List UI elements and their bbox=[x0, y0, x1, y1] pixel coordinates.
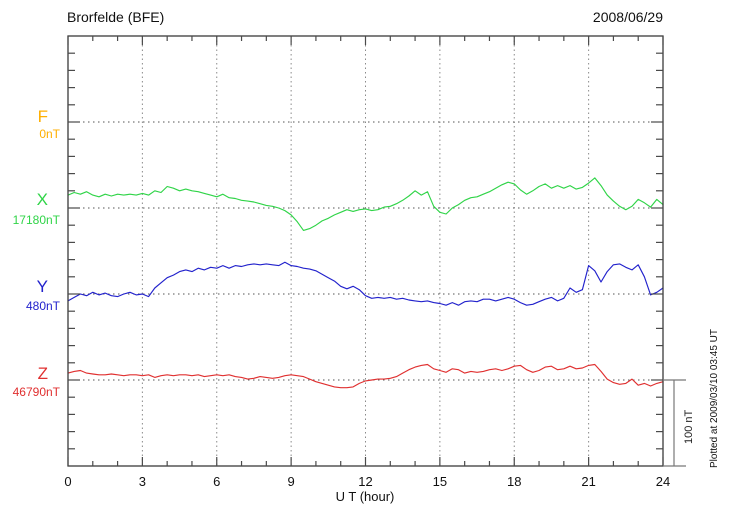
x-tick-label: 12 bbox=[358, 474, 373, 489]
legend-x-baseline-value: 17180nT bbox=[12, 213, 60, 227]
scale-bar-label: 100 nT bbox=[683, 409, 695, 444]
x-axis-title: U T (hour) bbox=[335, 489, 395, 504]
x-tick-label: 9 bbox=[287, 474, 295, 489]
x-tick-label: 15 bbox=[432, 474, 448, 489]
legend-y-label: Y bbox=[36, 277, 48, 296]
legend-f-baseline-value: 0nT bbox=[39, 127, 60, 141]
date-label: 2008/06/29 bbox=[592, 9, 663, 25]
x-tick-label: 18 bbox=[507, 474, 522, 489]
legend-x-label: X bbox=[36, 190, 48, 209]
legend-f-label: F bbox=[37, 107, 48, 126]
x-tick-label: 3 bbox=[138, 474, 146, 489]
x-tick-label: 24 bbox=[655, 474, 671, 489]
plotted-at-note: Plotted at 2009/03/10 03:45 UT bbox=[709, 329, 720, 468]
x-tick-label: 0 bbox=[64, 474, 72, 489]
x-tick-label: 6 bbox=[213, 474, 221, 489]
page-title: Brorfelde (BFE) bbox=[67, 9, 165, 25]
x-tick-label: 21 bbox=[581, 474, 596, 489]
legend-z-baseline-value: 46790nT bbox=[12, 385, 60, 399]
legend-z-label: Z bbox=[37, 364, 48, 383]
legend-y-baseline-value: 480nT bbox=[25, 299, 60, 313]
